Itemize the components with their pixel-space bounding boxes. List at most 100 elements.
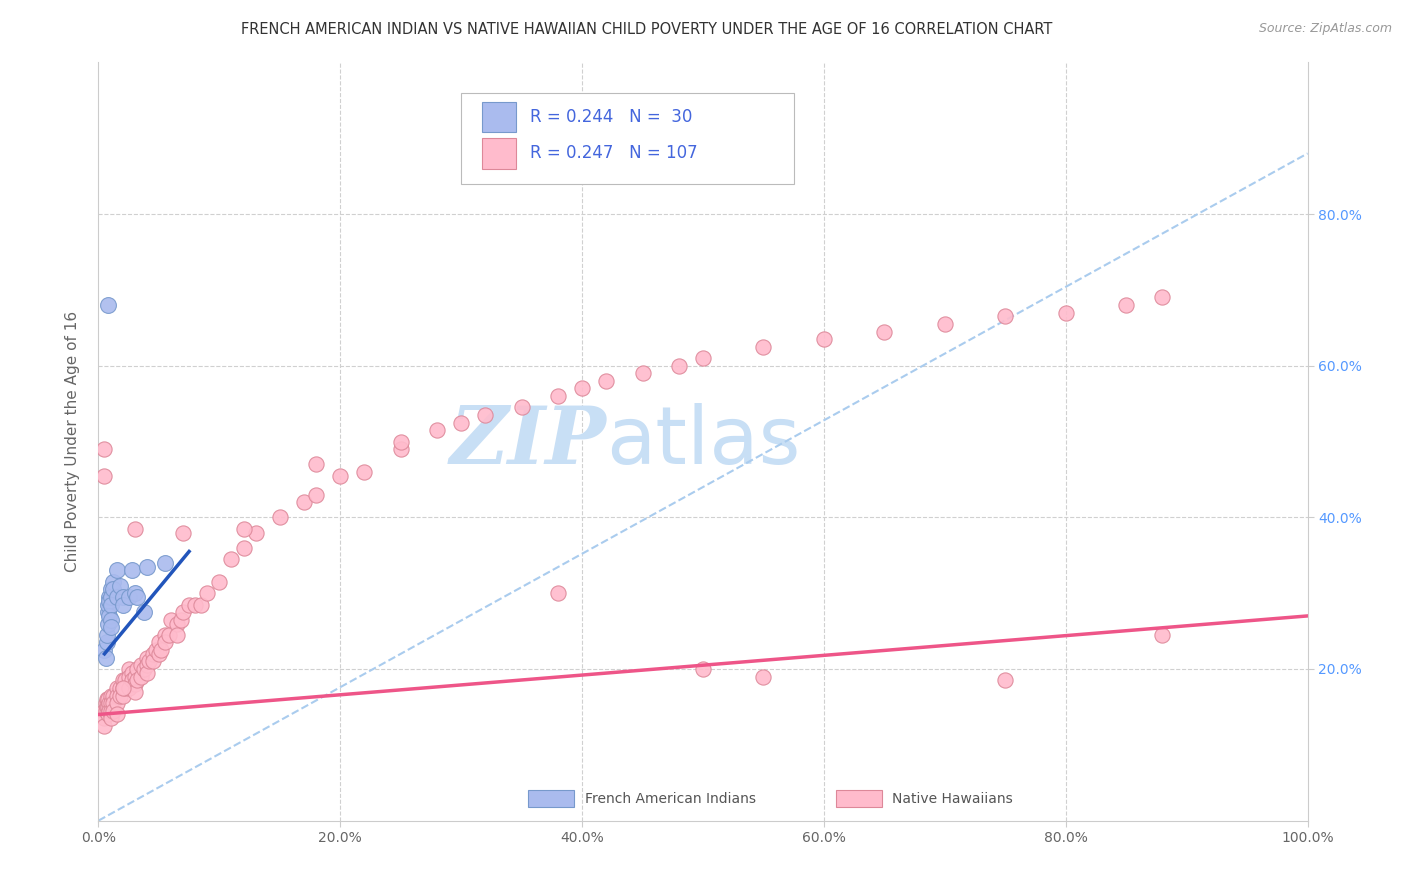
Point	[426, 423, 449, 437]
Point	[97, 298, 120, 312]
Point	[94, 704, 117, 718]
Point	[97, 616, 120, 631]
Point	[101, 574, 124, 589]
Point	[1152, 291, 1174, 305]
Point	[148, 647, 170, 661]
Point	[118, 590, 141, 604]
Point	[101, 696, 124, 710]
Point	[100, 598, 122, 612]
Point	[450, 416, 472, 430]
Point	[329, 468, 352, 483]
Point	[100, 613, 122, 627]
Point	[98, 696, 121, 710]
Point	[169, 613, 191, 627]
Point	[153, 556, 176, 570]
Point	[389, 442, 412, 457]
Point	[389, 434, 412, 449]
Point	[127, 673, 149, 688]
Bar	[837, 790, 882, 807]
Point	[108, 681, 131, 695]
Point	[118, 681, 141, 695]
Text: Native Hawaiians: Native Hawaiians	[891, 792, 1012, 805]
Point	[94, 650, 117, 665]
Point	[101, 689, 124, 703]
Point	[108, 689, 131, 703]
Point	[631, 366, 654, 380]
Point	[111, 689, 134, 703]
Point	[160, 613, 183, 627]
Point	[208, 574, 231, 589]
Point	[108, 579, 131, 593]
Bar	[527, 790, 574, 807]
Point	[179, 598, 201, 612]
Point	[813, 332, 835, 346]
Point	[105, 696, 128, 710]
Point	[98, 608, 121, 623]
Point	[668, 359, 690, 373]
Point	[96, 699, 118, 714]
Point	[96, 628, 118, 642]
Point	[135, 658, 157, 673]
Point	[93, 704, 115, 718]
Point	[547, 586, 569, 600]
Bar	[482, 102, 516, 132]
Point	[934, 317, 956, 331]
Point	[100, 582, 122, 597]
Text: R = 0.244   N =  30: R = 0.244 N = 30	[530, 108, 693, 126]
Point	[121, 665, 143, 680]
Point	[100, 590, 122, 604]
Point	[1152, 628, 1174, 642]
Point	[138, 655, 160, 669]
Point	[121, 673, 143, 688]
Text: ZIP: ZIP	[450, 403, 606, 480]
Point	[145, 643, 167, 657]
Point	[127, 662, 149, 676]
Point	[93, 442, 115, 457]
Point	[153, 628, 176, 642]
Point	[100, 704, 122, 718]
Point	[100, 620, 122, 634]
Point	[184, 598, 207, 612]
Point	[93, 468, 115, 483]
Text: R = 0.247   N = 107: R = 0.247 N = 107	[530, 145, 697, 162]
Point	[114, 673, 136, 688]
Point	[111, 590, 134, 604]
Point	[93, 711, 115, 725]
Point	[595, 374, 617, 388]
Point	[111, 681, 134, 695]
Point	[510, 401, 533, 415]
Point	[100, 696, 122, 710]
Point	[105, 681, 128, 695]
Point	[142, 647, 165, 661]
Point	[96, 635, 118, 649]
Point	[166, 616, 188, 631]
Point	[1054, 305, 1077, 319]
Point	[547, 389, 569, 403]
Point	[98, 594, 121, 608]
Point	[692, 662, 714, 676]
Point	[105, 707, 128, 722]
Point	[124, 669, 146, 683]
Point	[142, 655, 165, 669]
Point	[305, 458, 328, 472]
Point	[121, 564, 143, 578]
Point	[305, 487, 328, 501]
Point	[752, 669, 775, 683]
Point	[135, 559, 157, 574]
Point	[135, 650, 157, 665]
Point	[135, 665, 157, 680]
Point	[873, 325, 896, 339]
Point	[172, 525, 194, 540]
Text: FRENCH AMERICAN INDIAN VS NATIVE HAWAIIAN CHILD POVERTY UNDER THE AGE OF 16 CORR: FRENCH AMERICAN INDIAN VS NATIVE HAWAIIA…	[240, 22, 1053, 37]
Point	[97, 699, 120, 714]
Point	[172, 605, 194, 619]
Point	[232, 522, 254, 536]
Point	[190, 598, 212, 612]
Point	[232, 541, 254, 555]
Point	[118, 669, 141, 683]
Point	[752, 340, 775, 354]
Point	[93, 643, 115, 657]
Point	[101, 582, 124, 597]
Point	[692, 351, 714, 366]
Point	[96, 692, 118, 706]
